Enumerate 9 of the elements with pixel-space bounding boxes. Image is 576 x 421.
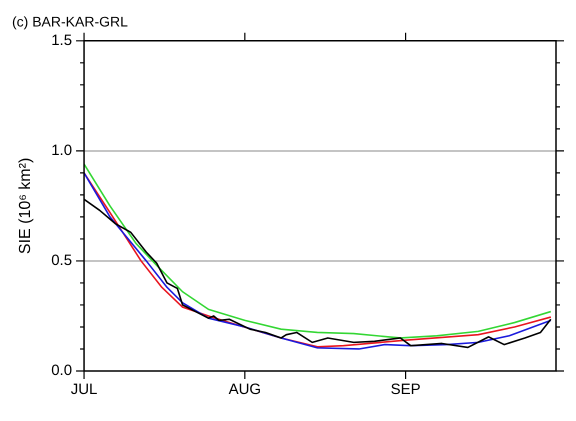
x-tick-label: AUG (228, 381, 262, 398)
y-tick-label: 1.5 (51, 32, 72, 49)
y-tick-label: 0.5 (51, 252, 72, 270)
x-tick-label: SEP (390, 381, 421, 398)
chart-title: (c) BAR-KAR-GRL (12, 13, 128, 30)
y-axis-title: SIE (10⁶ km²) (17, 158, 34, 254)
x-tick-label: JUL (70, 381, 98, 398)
y-tick-label: 0.0 (51, 362, 72, 380)
y-tick-label: 1.0 (51, 142, 72, 160)
